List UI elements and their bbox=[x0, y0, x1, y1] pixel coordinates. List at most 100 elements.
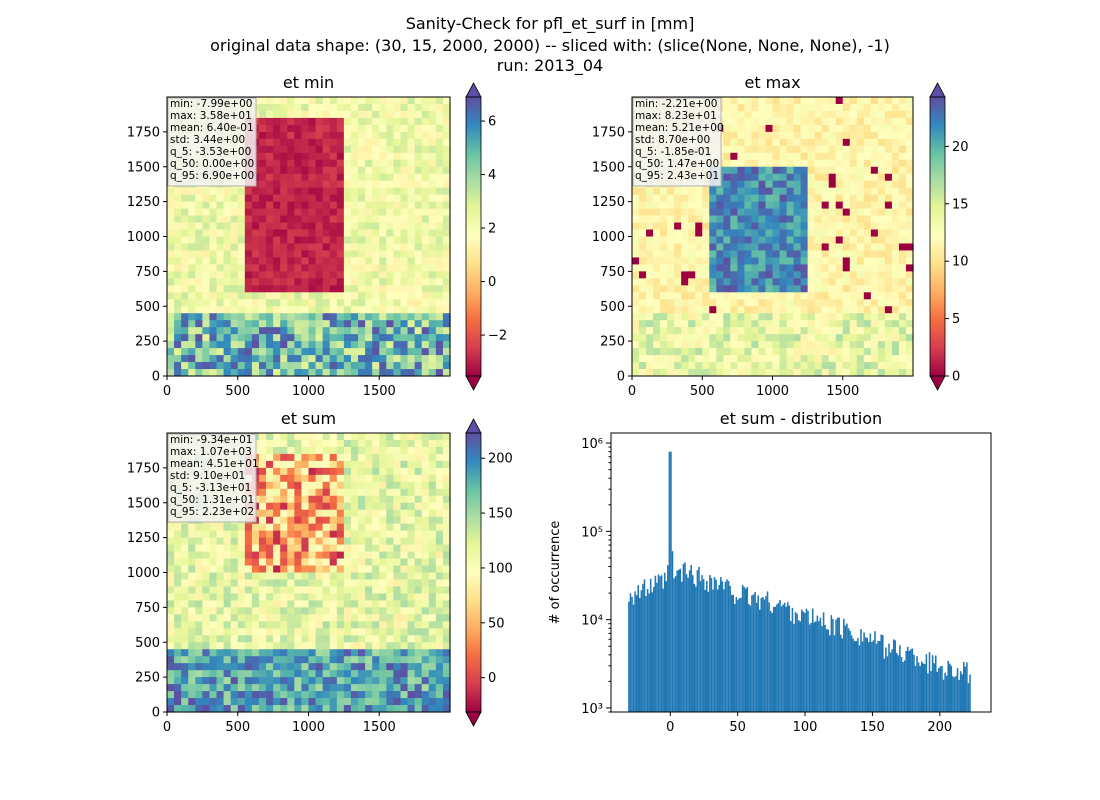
heatmap-cell bbox=[856, 299, 865, 307]
heatmap-cell bbox=[863, 285, 872, 293]
heatmap-cell bbox=[758, 166, 767, 175]
heatmap-cell bbox=[765, 236, 774, 245]
heatmap-cell bbox=[442, 453, 451, 462]
heatmap-cell bbox=[343, 488, 352, 497]
heatmap-cell bbox=[891, 257, 900, 265]
heatmap-cell bbox=[308, 474, 317, 483]
heatmap-cell bbox=[379, 600, 387, 608]
heatmap-cell bbox=[779, 257, 788, 265]
heatmap-cell bbox=[814, 369, 823, 377]
heatmap-cell bbox=[393, 236, 402, 245]
heatmap-cell bbox=[807, 201, 816, 210]
heatmap-cell bbox=[202, 677, 211, 685]
heatmap-cell bbox=[435, 684, 444, 692]
heatmap-cell bbox=[280, 355, 288, 363]
heatmap-cell bbox=[251, 327, 260, 335]
heatmap-cell bbox=[322, 222, 331, 231]
heatmap-cell bbox=[765, 124, 774, 133]
heatmap-cell bbox=[167, 530, 175, 539]
heatmap-cell bbox=[258, 509, 267, 518]
heatmap-cell bbox=[336, 495, 345, 504]
heatmap-cell bbox=[898, 110, 907, 119]
heatmap-cell bbox=[386, 166, 394, 175]
heatmap-cell bbox=[737, 355, 745, 363]
heatmap-cell bbox=[786, 278, 795, 286]
heatmap-cell bbox=[322, 278, 331, 286]
heatmap-cell bbox=[372, 593, 380, 601]
heatmap-cell bbox=[315, 229, 324, 238]
heatmap-cell bbox=[821, 110, 830, 119]
heatmap-cell bbox=[343, 348, 352, 356]
heatmap-cell bbox=[195, 530, 203, 539]
heatmap-cell bbox=[393, 614, 402, 622]
heatmap-cell bbox=[379, 593, 387, 601]
heatmap-cell bbox=[414, 166, 423, 175]
heatmap-cell bbox=[322, 516, 331, 525]
heatmap-cell bbox=[779, 243, 788, 252]
heatmap-cell bbox=[428, 544, 437, 553]
heatmap-cell bbox=[435, 474, 444, 483]
heatmap-cell bbox=[702, 236, 710, 245]
heatmap-cell bbox=[258, 117, 267, 126]
heatmap-cell bbox=[237, 691, 246, 699]
heatmap-cell bbox=[414, 124, 423, 133]
heatmap-cell bbox=[358, 530, 366, 539]
heatmap-cell bbox=[209, 572, 218, 581]
heatmap-cell bbox=[244, 544, 253, 553]
heatmap-cell bbox=[301, 663, 310, 671]
heatmap-cell bbox=[800, 215, 809, 224]
heatmap-cell bbox=[702, 348, 710, 356]
heatmap-cell bbox=[174, 215, 182, 224]
heatmap-cell bbox=[828, 103, 837, 112]
heatmap-cell bbox=[315, 509, 324, 518]
heatmap-cell bbox=[786, 159, 795, 168]
heatmap-cell bbox=[358, 243, 366, 252]
heatmap-cell bbox=[386, 684, 394, 692]
heatmap-cell bbox=[828, 243, 837, 252]
heatmap-cell bbox=[442, 292, 451, 300]
heatmap-cell bbox=[365, 593, 373, 601]
heatmap-cell bbox=[898, 257, 907, 265]
heatmap-cell bbox=[322, 705, 331, 713]
heatmap-cell bbox=[730, 166, 738, 175]
heatmap-cell bbox=[365, 572, 373, 581]
heatmap-cell bbox=[294, 607, 303, 615]
heatmap-cell bbox=[414, 292, 423, 300]
heatmap-cell bbox=[209, 341, 218, 349]
heatmap-cell bbox=[308, 334, 317, 342]
heatmap-cell bbox=[167, 292, 175, 300]
heatmap-cell bbox=[807, 320, 816, 328]
heatmap-cell bbox=[386, 460, 394, 469]
heatmap-cell bbox=[765, 194, 774, 203]
heatmap-cell bbox=[877, 327, 886, 335]
heatmap-cell bbox=[842, 257, 851, 265]
heatmap-cell bbox=[695, 208, 703, 217]
heatmap-cell bbox=[301, 362, 310, 370]
heatmap-cell bbox=[174, 551, 182, 560]
heatmap-cell bbox=[308, 369, 317, 377]
heatmap-cell bbox=[435, 593, 444, 601]
heatmap-cell bbox=[273, 572, 281, 581]
heatmap-cell bbox=[280, 264, 288, 272]
heatmap-cell bbox=[393, 334, 402, 342]
heatmap-cell bbox=[400, 138, 409, 147]
heatmap-cell bbox=[400, 488, 409, 497]
heatmap-cell bbox=[216, 292, 225, 300]
heatmap-cell bbox=[329, 572, 338, 581]
heatmap-cell bbox=[744, 341, 753, 349]
heatmap-cell bbox=[379, 551, 387, 560]
heatmap-cell bbox=[660, 327, 668, 335]
heatmap-cell bbox=[393, 103, 402, 112]
heatmap-cell bbox=[442, 439, 451, 448]
heatmap-cell bbox=[230, 320, 239, 328]
y-tick-label: 250 bbox=[135, 671, 160, 686]
heatmap-cell bbox=[674, 257, 682, 265]
heatmap-cell bbox=[280, 173, 288, 182]
heatmap-cell bbox=[744, 334, 753, 342]
heatmap-cell bbox=[393, 509, 402, 518]
heatmap-cell bbox=[435, 131, 444, 140]
heatmap-cell bbox=[372, 194, 380, 203]
heatmap-cell bbox=[350, 124, 359, 133]
heatmap-cell bbox=[343, 586, 352, 595]
heatmap-cell bbox=[301, 488, 310, 497]
